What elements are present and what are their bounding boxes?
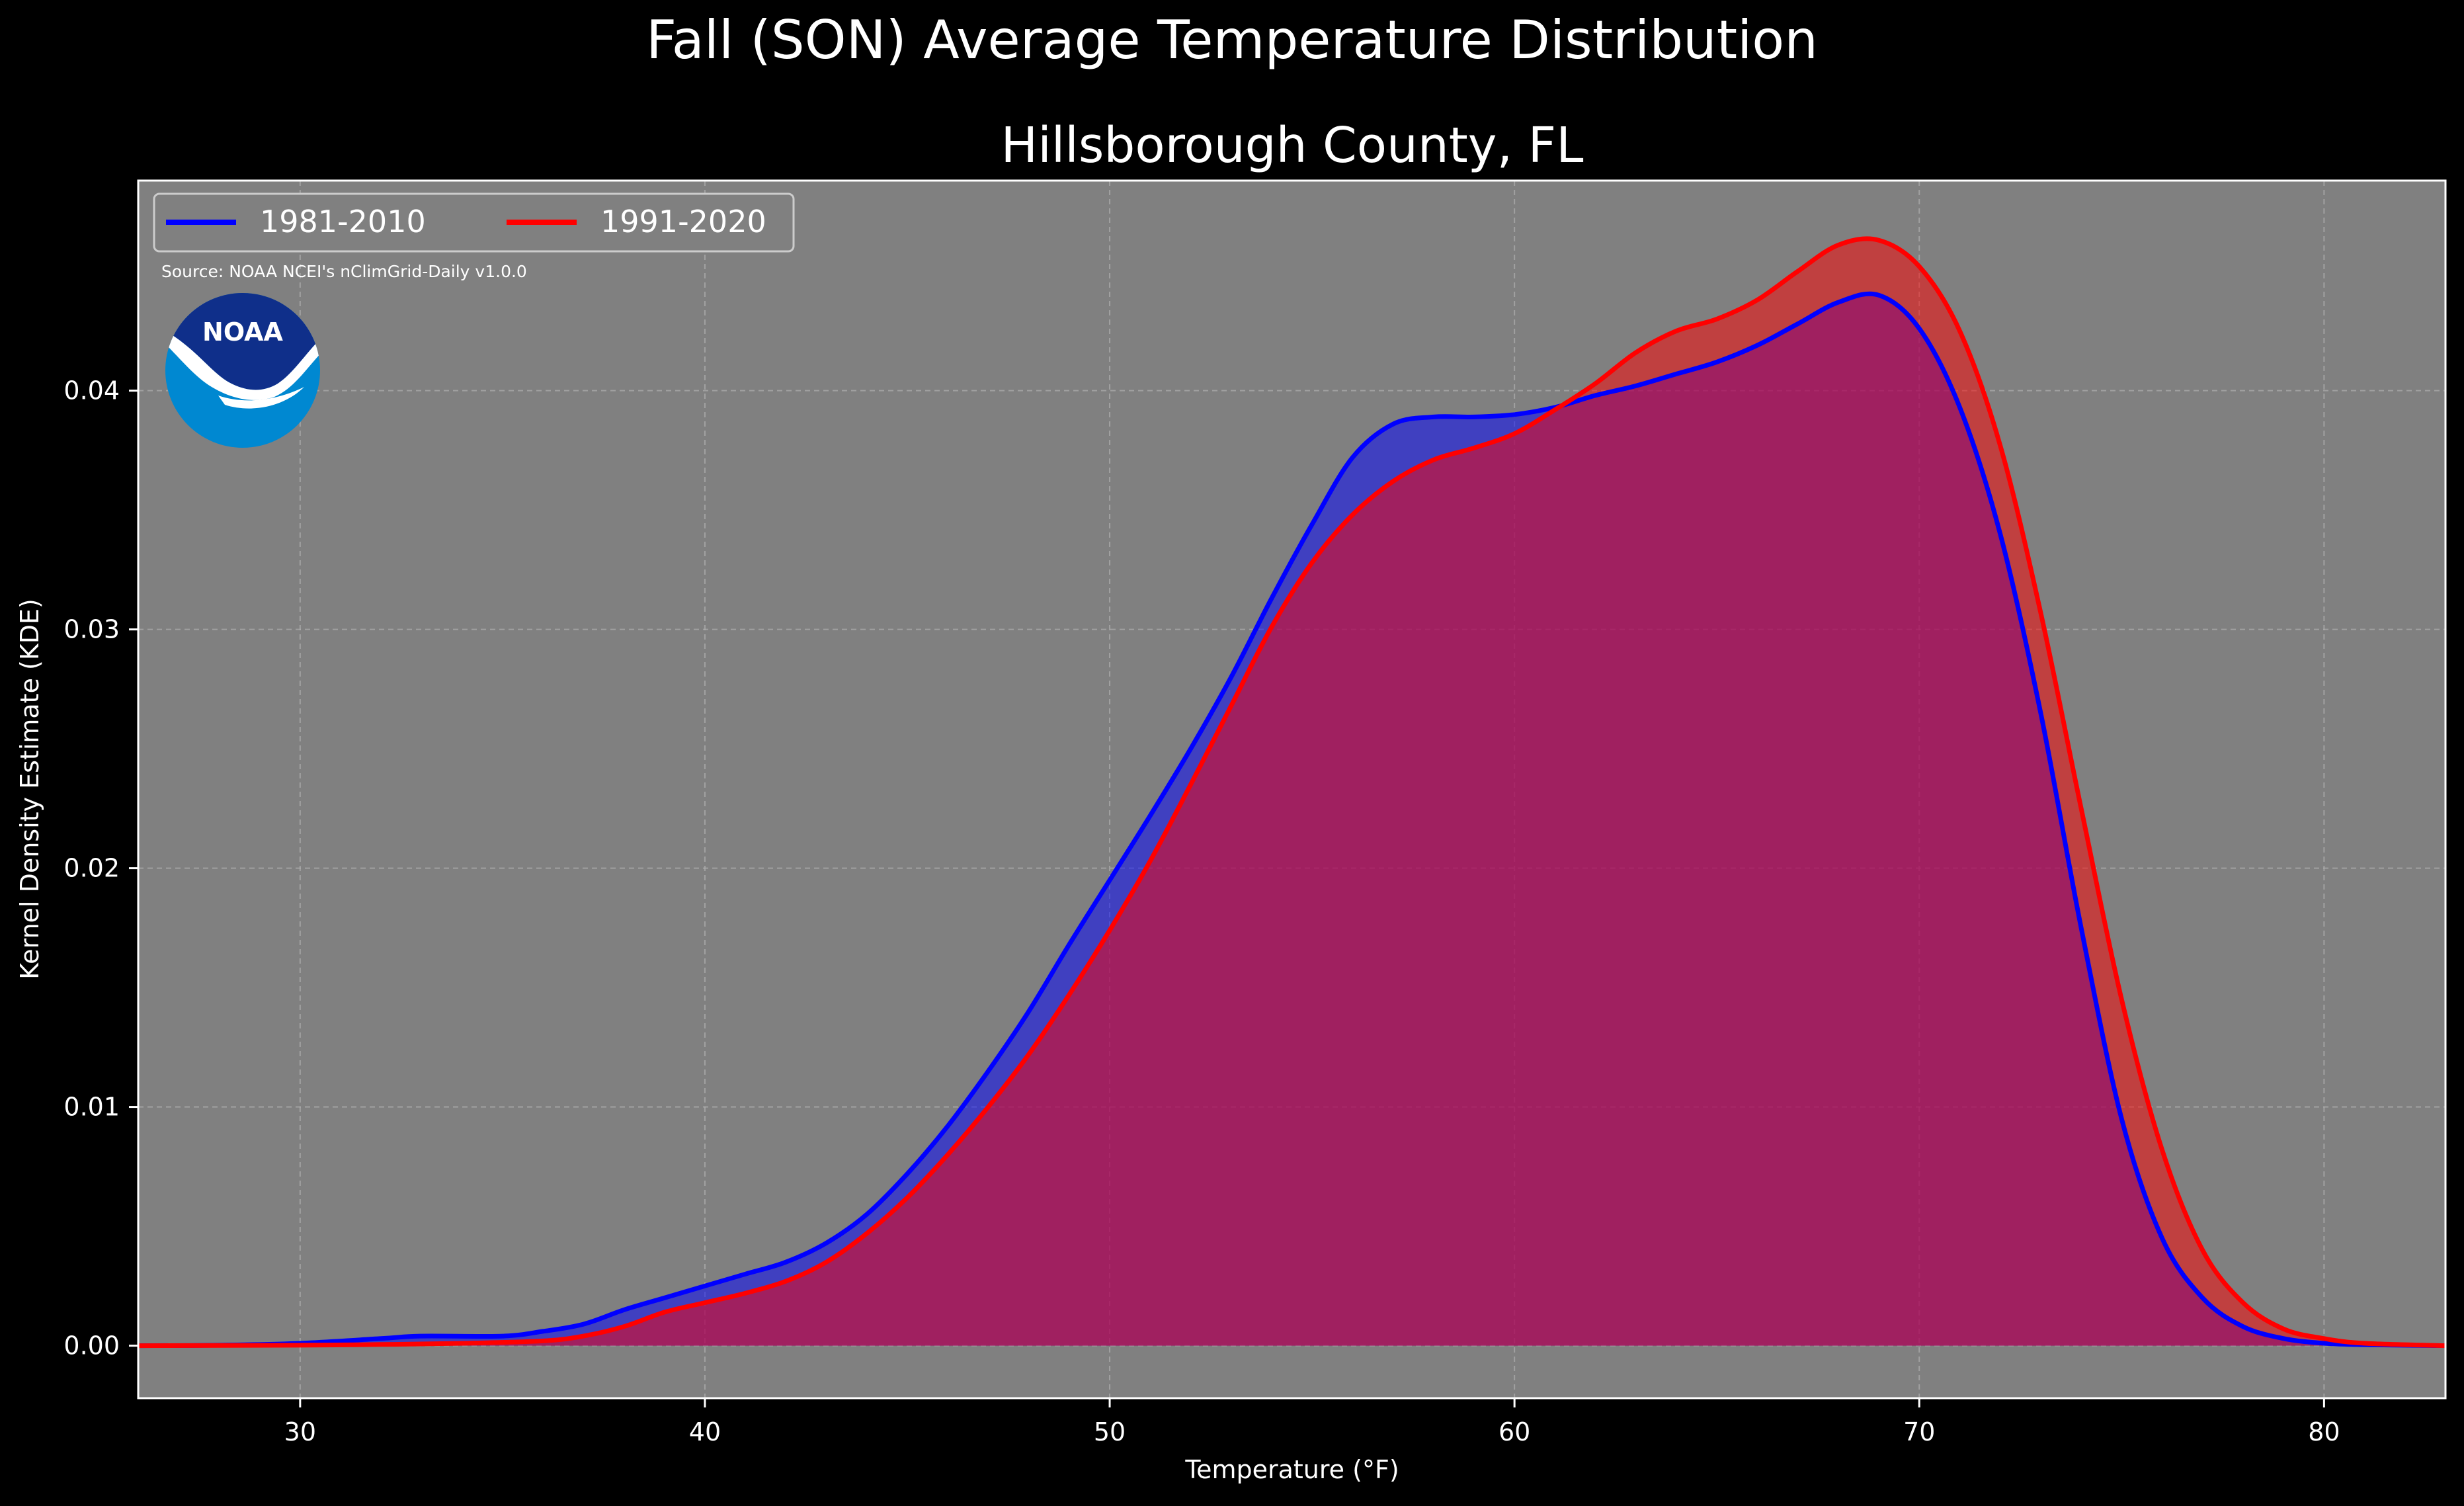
legend: 1981-2010 1991-2020 [153, 192, 795, 253]
legend-label-1981-2010: 1981-2010 [260, 204, 426, 239]
series-area-1991-2020 [138, 238, 2445, 1346]
series-layer [138, 236, 2446, 1349]
x-tick-label: 50 [1094, 1417, 1126, 1446]
legend-label-1991-2020: 1991-2020 [600, 204, 766, 239]
legend-box [153, 192, 795, 253]
noaa-logo-text: NOAA [202, 317, 283, 347]
x-axis-label: Temperature (°F) [1184, 1455, 1399, 1484]
x-tick-label: 30 [284, 1417, 316, 1446]
x-tick-label: 70 [1903, 1417, 1935, 1446]
chart-subtitle: Hillsborough County, FL [1001, 117, 1584, 174]
x-tick-label: 40 [689, 1417, 721, 1446]
y-tick-label: 0.04 [63, 376, 120, 405]
y-tick-label: 0.01 [63, 1093, 120, 1122]
noaa-logo-bird [165, 331, 320, 400]
noaa-logo-bird-wing [218, 387, 304, 409]
y-tick-label: 0.02 [63, 854, 120, 883]
source-note: Source: NOAA NCEI's nClimGrid-Daily v1.0… [161, 262, 527, 281]
x-tick-label: 80 [2308, 1417, 2340, 1446]
series-line-1981-2010 [138, 291, 2446, 1349]
y-axis-label: Kernel Density Estimate (KDE) [15, 599, 44, 980]
x-tick-label: 60 [1499, 1417, 1530, 1446]
y-tick-label: 0.03 [63, 615, 120, 644]
chart-title: Fall (SON) Average Temperature Distribut… [646, 9, 1818, 71]
series-line-1991-2020 [138, 236, 2446, 1349]
y-tick-label: 0.00 [63, 1331, 120, 1360]
tick-layer: 30 40 50 60 70 80 0.00 0.01 0.02 0.03 0.04 [63, 376, 2340, 1446]
plot-frame [137, 179, 2447, 1400]
